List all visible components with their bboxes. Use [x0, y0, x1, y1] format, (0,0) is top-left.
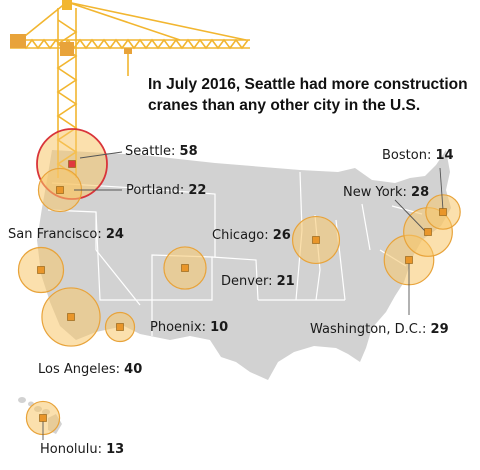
label-boston: Boston: 14 [382, 148, 454, 163]
label-separator: : [264, 228, 273, 243]
label-separator: : [179, 183, 189, 198]
leader-line-seattle [79, 151, 123, 159]
city-name: Chicago [212, 228, 265, 243]
city-name: New York [343, 185, 403, 200]
crane-count: 26 [272, 228, 291, 243]
label-separator: : [97, 227, 106, 242]
label-washington-dc: Washington, D.C.: 29 [310, 322, 449, 337]
city-name: Portland [126, 183, 180, 198]
label-separator: : [115, 362, 125, 377]
marker-portland [56, 186, 64, 194]
label-separator: : [97, 442, 107, 457]
label-chicago: Chicago: 26 [212, 228, 291, 243]
label-separator: : [268, 274, 277, 289]
marker-new-york [424, 228, 432, 236]
label-separator: : [201, 320, 211, 335]
crane-count: 58 [179, 144, 198, 159]
marker-chicago [312, 236, 320, 244]
leader-line-boston [439, 167, 444, 211]
marker-denver [181, 264, 189, 272]
crane-count: 40 [124, 362, 143, 377]
label-separator: : [422, 322, 431, 337]
marker-san-francisco [37, 266, 45, 274]
crane-count: 21 [276, 274, 295, 289]
label-seattle: Seattle: 58 [125, 144, 198, 159]
label-san-francisco: San Francisco: 24 [8, 227, 124, 242]
leader-line-new-york [394, 199, 427, 233]
label-los-angeles: Los Angeles: 40 [38, 362, 142, 377]
label-new-york: New York: 28 [343, 185, 429, 200]
crane-count: 29 [430, 322, 449, 337]
crane-count: 13 [106, 442, 125, 457]
headline: In July 2016, Seattle had more construct… [148, 76, 468, 114]
marker-phoenix [116, 323, 124, 331]
crane-illustration [10, 0, 250, 178]
label-phoenix: Phoenix: 10 [150, 320, 228, 335]
marker-boston [439, 208, 447, 216]
crane-count: 10 [210, 320, 229, 335]
marker-washington-dc [405, 256, 413, 264]
city-name: Denver [221, 274, 269, 289]
label-honolulu: Honolulu: 13 [40, 442, 124, 457]
city-name: Seattle [125, 144, 172, 159]
label-separator: : [171, 144, 180, 159]
label-separator: : [426, 148, 436, 163]
city-name: Phoenix [150, 320, 202, 335]
city-name: Los Angeles [38, 362, 116, 377]
city-name: San Francisco [8, 227, 98, 242]
city-name: Washington, D.C. [310, 322, 423, 337]
label-portland: Portland: 22 [126, 183, 206, 198]
crane-count: 24 [105, 227, 124, 242]
crane-count: 22 [188, 183, 207, 198]
marker-seattle [68, 160, 76, 168]
city-name: Boston [382, 148, 427, 163]
label-separator: : [402, 185, 412, 200]
city-bubbles [17, 128, 461, 440]
label-denver: Denver: 21 [221, 274, 295, 289]
marker-los-angeles [67, 313, 75, 321]
crane-count: 28 [411, 185, 430, 200]
marker-honolulu [39, 414, 47, 422]
us-landmass [37, 150, 451, 380]
crane-count: 14 [435, 148, 454, 163]
city-name: Honolulu [40, 442, 98, 457]
